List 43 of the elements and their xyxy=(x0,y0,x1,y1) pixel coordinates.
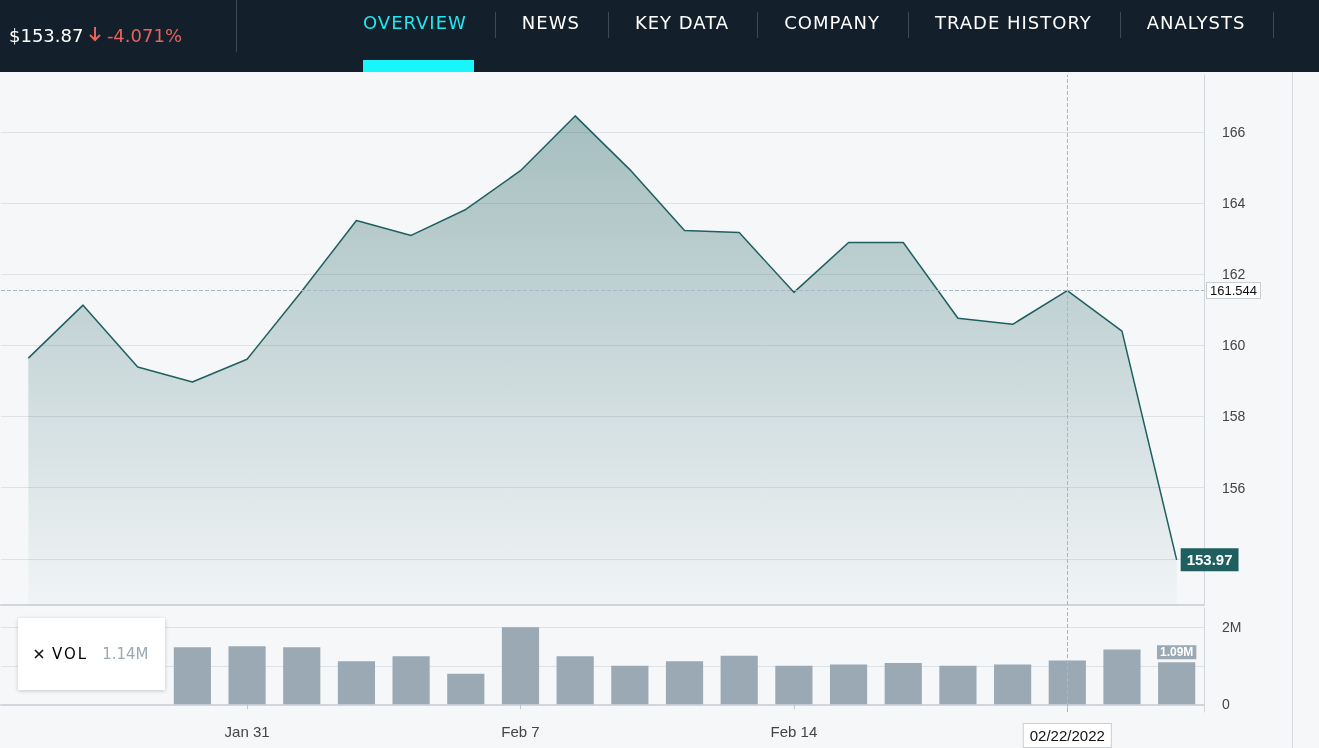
bar xyxy=(994,664,1032,705)
y-tick-label: 2M xyxy=(1222,619,1242,636)
data-label: 1.09M xyxy=(1159,645,1194,660)
bar xyxy=(283,647,321,705)
text: OVERVIEW xyxy=(363,12,496,38)
bar xyxy=(1048,660,1086,705)
bar xyxy=(884,663,922,705)
y-tick-label: 160 xyxy=(1222,337,1246,354)
x-tick-label: Feb 14 xyxy=(770,723,818,740)
text: TRADE HISTORY xyxy=(934,12,1121,38)
y-tick-label: 0 xyxy=(1222,696,1230,713)
text: $153.87 xyxy=(9,25,85,46)
bar xyxy=(556,656,594,705)
bar xyxy=(228,646,266,705)
y-tick-label: 162 xyxy=(1222,266,1246,283)
bar xyxy=(447,673,485,705)
text: ANALYSTS xyxy=(1146,12,1275,38)
bar xyxy=(829,664,868,705)
y-tick-label: 156 xyxy=(1222,479,1246,496)
bar xyxy=(392,656,430,705)
x-tick-label: Jan 31 xyxy=(224,723,270,740)
y-tick-label: 158 xyxy=(1222,408,1246,425)
bar xyxy=(665,661,704,705)
y-tick-label: 166 xyxy=(1222,123,1246,140)
data-label: 153.97 xyxy=(1186,551,1233,569)
bar xyxy=(939,665,977,705)
x-tick-label: 02/22/2022 xyxy=(1029,727,1105,744)
bar xyxy=(720,655,758,705)
text: -4.071% xyxy=(105,25,183,46)
y-tick-label: 164 xyxy=(1222,195,1246,212)
bar xyxy=(1103,649,1141,705)
bar xyxy=(611,665,649,705)
text: KEY DATA xyxy=(634,12,759,38)
x-tick-label: Feb 7 xyxy=(501,723,540,740)
text: NEWS xyxy=(521,12,609,38)
bar xyxy=(337,661,376,705)
ref-line-label: 161.544 xyxy=(1210,283,1257,299)
bar xyxy=(173,647,211,705)
annotation: VOL xyxy=(52,645,89,663)
annotation: 1.14M xyxy=(102,645,149,663)
bar xyxy=(775,665,813,705)
bar xyxy=(501,627,540,705)
text: COMPANY xyxy=(784,12,909,38)
